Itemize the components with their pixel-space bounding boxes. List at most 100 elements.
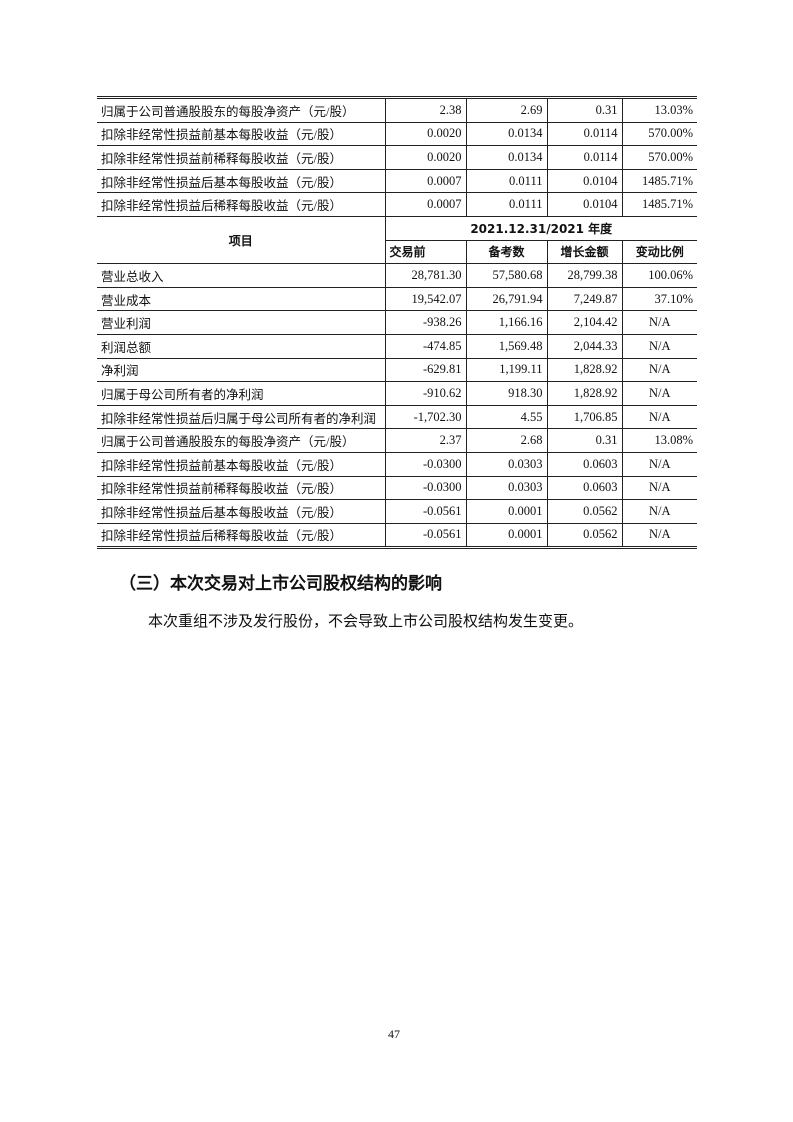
row-value: 2.38 (384, 97, 467, 123)
row-label: 扣除非经常性损益后稀释每股收益（元/股） (97, 192, 386, 217)
row-label: 扣除非经常性损益后基本每股收益（元/股） (97, 499, 386, 524)
row-value: N/A (621, 381, 697, 406)
row-label: 扣除非经常性损益后归属于母公司所有者的净利润 (97, 404, 386, 430)
table-row: 归属于母公司所有者的净利润 -910.62 918.30 1,828.92 N/A (97, 381, 697, 406)
table-row: 归属于公司普通股股东的每股净资产（元/股） 2.37 2.68 0.31 13.08% (97, 428, 697, 453)
row-value: N/A (621, 333, 697, 359)
row-value: 0.0111 (465, 192, 548, 217)
row-value: 0.0001 (465, 522, 548, 549)
row-value: 918.30 (465, 381, 548, 406)
row-value: 28,781.30 (384, 263, 467, 288)
table-row: 营业总收入 28,781.30 57,580.68 28,799.38 100.06% (97, 263, 697, 288)
header-item: 项目 (97, 215, 386, 265)
row-label: 净利润 (97, 357, 386, 383)
row-value: 37.10% (621, 286, 697, 312)
table-row: 利润总额 -474.85 1,569.48 2,044.33 N/A (97, 333, 697, 359)
row-value: N/A (621, 357, 697, 383)
row-value: 7,249.87 (546, 286, 623, 312)
row-value: 1485.71% (621, 192, 697, 217)
row-value: -0.0300 (384, 451, 467, 477)
table-row: 归属于公司普通股股东的每股净资产（元/股） 2.38 2.69 0.31 13.03% (97, 97, 697, 123)
row-value: -0.0561 (384, 522, 467, 549)
row-value: 4.55 (465, 404, 548, 430)
row-value: 0.0303 (465, 475, 548, 501)
table-row: 扣除非经常性损益后归属于母公司所有者的净利润 -1,702.30 4.55 1,706… (97, 404, 697, 430)
header-col-proforma: 备考数 (465, 239, 548, 265)
row-value: 0.0104 (546, 192, 623, 217)
row-label: 营业成本 (97, 286, 386, 312)
table-row: 营业成本 19,542.07 26,791.94 7,249.87 37.10% (97, 286, 697, 312)
row-value: -0.0300 (384, 475, 467, 501)
table-header: 项目 2021.12.31/2021 年度 交易前 备考数 增长金额 变动比例 (97, 215, 697, 265)
row-value: 0.0111 (465, 168, 548, 194)
row-label: 扣除非经常性损益前基本每股收益（元/股） (97, 451, 386, 477)
row-value: 1,706.85 (546, 404, 623, 430)
row-value: 0.0303 (465, 451, 548, 477)
row-label: 归属于母公司所有者的净利润 (97, 381, 386, 406)
row-value: N/A (621, 499, 697, 524)
row-value: 0.0134 (465, 145, 548, 170)
row-value: 0.0114 (546, 121, 623, 147)
row-value: 1,828.92 (546, 357, 623, 383)
row-label: 营业利润 (97, 310, 386, 335)
row-value: 26,791.94 (465, 286, 548, 312)
table-row: 扣除非经常性损益后稀释每股收益（元/股） 0.0007 0.0111 0.0104 14… (97, 192, 697, 217)
row-value: N/A (621, 310, 697, 335)
row-value: 0.0020 (384, 121, 467, 147)
row-value: -910.62 (384, 381, 467, 406)
row-label: 归属于公司普通股股东的每股净资产（元/股） (97, 97, 386, 123)
row-value: 13.08% (621, 428, 697, 453)
row-label: 扣除非经常性损益前稀释每股收益（元/股） (97, 475, 386, 501)
row-label: 扣除非经常性损益后基本每股收益（元/股） (97, 168, 386, 194)
table-row: 扣除非经常性损益后稀释每股收益（元/股） -0.0561 0.0001 0.0562 N… (97, 522, 697, 549)
row-value: 0.0134 (465, 121, 548, 147)
row-value: N/A (621, 451, 697, 477)
row-value: 0.31 (546, 428, 623, 453)
table-row: 扣除非经常性损益前稀释每股收益（元/股） -0.0300 0.0303 0.0603 N… (97, 475, 697, 501)
row-value: 0.0562 (546, 499, 623, 524)
row-value: N/A (621, 404, 697, 430)
row-value: -629.81 (384, 357, 467, 383)
header-col-before: 交易前 (385, 239, 467, 265)
row-value: 0.0603 (546, 451, 623, 477)
row-value: 1,828.92 (546, 381, 623, 406)
row-value: 13.03% (621, 97, 697, 123)
row-value: 57,580.68 (465, 263, 548, 288)
page-number: 47 (388, 1027, 400, 1041)
row-value: 2.37 (384, 428, 467, 453)
row-value: 1,166.16 (465, 310, 548, 335)
row-value: 0.0007 (384, 168, 467, 194)
row-value: N/A (621, 522, 697, 549)
table-row: 扣除非经常性损益后基本每股收益（元/股） -0.0561 0.0001 0.0562 N… (97, 499, 697, 524)
header-period: 2021.12.31/2021 年度 (384, 215, 697, 241)
table-row: 扣除非经常性损益前基本每股收益（元/股） 0.0020 0.0134 0.0114 57… (97, 121, 697, 147)
row-value: 0.0114 (546, 145, 623, 170)
section-heading: （三）本次交易对上市公司股权结构的影响 (119, 574, 442, 594)
row-value: 28,799.38 (546, 263, 623, 288)
row-value: 0.0001 (465, 499, 548, 524)
row-value: 0.0007 (384, 192, 467, 217)
table-row: 净利润 -629.81 1,199.11 1,828.92 N/A (97, 357, 697, 383)
data-rows: 营业总收入 28,781.30 57,580.68 28,799.38 100.06% 营… (97, 263, 697, 549)
row-value: 1,569.48 (465, 333, 548, 359)
section-paragraph: 本次重组不涉及发行股份，不会导致上市公司股权结构发生变更。 (148, 614, 584, 630)
row-value: 1485.71% (621, 168, 697, 194)
row-value: 100.06% (621, 263, 697, 288)
row-label: 归属于公司普通股股东的每股净资产（元/股） (97, 428, 386, 453)
row-value: 2,104.42 (546, 310, 623, 335)
table-row: 扣除非经常性损益后基本每股收益（元/股） 0.0007 0.0111 0.0104 14… (97, 168, 697, 194)
row-label: 扣除非经常性损益前稀释每股收益（元/股） (97, 145, 386, 170)
table-row: 扣除非经常性损益前稀释每股收益（元/股） 0.0020 0.0134 0.0114 57… (97, 145, 697, 170)
row-value: 0.0104 (546, 168, 623, 194)
row-label: 扣除非经常性损益后稀释每股收益（元/股） (97, 522, 386, 549)
row-value: -938.26 (384, 310, 467, 335)
row-value: 570.00% (621, 145, 697, 170)
row-value: 0.31 (546, 97, 623, 123)
row-value: 570.00% (621, 121, 697, 147)
row-value: 0.0562 (546, 522, 623, 549)
row-value: 0.0020 (384, 145, 467, 170)
row-value: -474.85 (384, 333, 467, 359)
financial-comparison-table: 归属于公司普通股股东的每股净资产（元/股） 2.38 2.69 0.31 13.03% 扣… (97, 96, 697, 550)
row-value: N/A (621, 475, 697, 501)
row-value: 2.69 (465, 97, 548, 123)
